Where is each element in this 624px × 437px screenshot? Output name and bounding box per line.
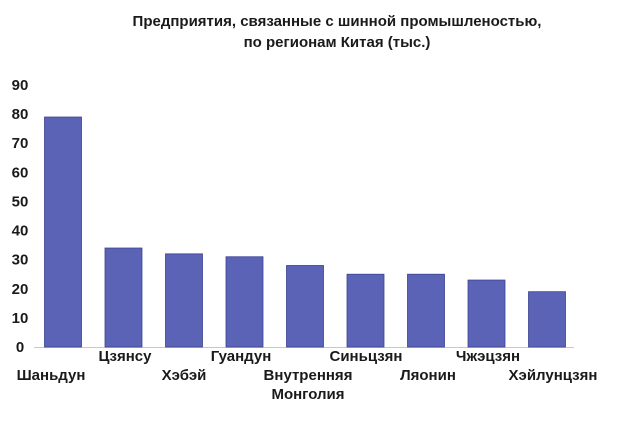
x-category-label: Внутренняя <box>264 367 353 384</box>
y-tick-label: 10 <box>12 310 29 327</box>
x-category-label: Цзянсу <box>99 348 153 365</box>
y-tick-label: 20 <box>12 281 29 298</box>
chart-title-line: Предприятия, связанные с шинной промышле… <box>133 13 542 30</box>
x-category-label: Хэбэй <box>162 367 207 384</box>
bar <box>467 279 506 348</box>
x-category-label: Синьцзян <box>329 348 402 365</box>
chart-title-line: по регионам Китая (тыс.) <box>244 34 431 51</box>
bar <box>104 247 143 348</box>
x-category-label: Гуандун <box>211 348 272 365</box>
y-tick-label: 60 <box>12 164 29 181</box>
y-tick-label: 30 <box>12 252 29 269</box>
y-tick-label: 0 <box>16 339 24 356</box>
x-category-label: Чжэцзян <box>456 348 520 365</box>
y-tick-label: 70 <box>12 135 29 152</box>
y-tick-label: 50 <box>12 193 29 210</box>
bars <box>44 116 566 348</box>
bar <box>286 265 324 348</box>
y-tick-label: 90 <box>12 77 29 94</box>
bar <box>346 273 385 348</box>
bar <box>165 253 203 348</box>
bar <box>407 273 445 348</box>
bar <box>528 291 566 348</box>
x-category-label: Шаньдун <box>17 367 86 384</box>
x-category-label: Ляонин <box>400 367 456 384</box>
y-tick-label: 40 <box>12 223 29 240</box>
y-axis-ticks: 0 10 20 30 40 50 60 70 80 90 <box>12 77 29 356</box>
bar <box>44 116 82 348</box>
x-category-label: Монголия <box>271 386 344 403</box>
x-category-label: Хэйлунцзян <box>509 367 598 384</box>
bar <box>225 256 264 348</box>
y-tick-label: 80 <box>12 106 29 123</box>
chart-title: Предприятия, связанные с шинной промышле… <box>133 13 542 51</box>
